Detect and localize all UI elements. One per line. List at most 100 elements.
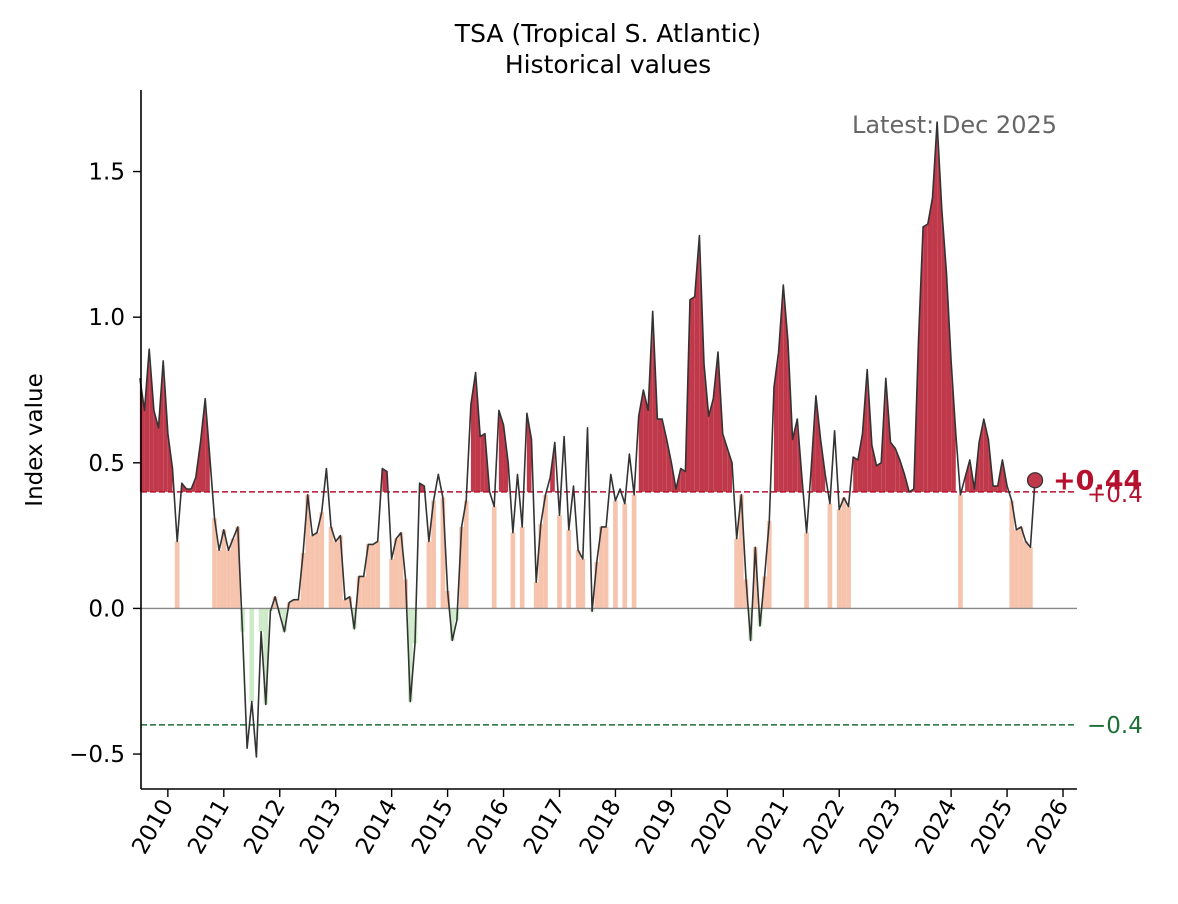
strong-warm-fill	[648, 311, 653, 492]
weak-warm-bar	[827, 503, 833, 609]
x-tick-label: 2026	[1022, 795, 1074, 859]
strong-warm-fill	[918, 226, 924, 492]
weak-warm-bar	[1018, 526, 1024, 609]
weak-warm-bar	[314, 532, 320, 609]
weak-warm-bar	[347, 596, 353, 609]
strong-warm-fill	[815, 395, 821, 492]
x-tick-label: 2023	[855, 795, 907, 859]
strong-warm-fill	[890, 442, 896, 492]
weak-warm-bar	[370, 544, 376, 609]
weak-warm-bar	[743, 579, 749, 609]
strong-warm-fill	[657, 419, 663, 492]
series-line-group	[139, 121, 1036, 758]
chart-subtitle-text: Historical values	[505, 50, 711, 79]
weak-warm-bar	[804, 532, 809, 609]
weak-warm-bar	[958, 494, 963, 609]
weak-cool-bar	[258, 608, 264, 632]
strong-warm-fill	[937, 122, 942, 492]
weak-warm-bar	[221, 529, 227, 609]
weak-warm-bar	[734, 538, 739, 609]
weak-warm-bar	[216, 550, 222, 609]
x-tick-label: 2019	[631, 795, 683, 859]
strong-warm-fill	[708, 398, 714, 492]
weak-warm-bar	[510, 532, 516, 609]
strong-warm-fill	[965, 459, 970, 492]
weak-warm-bar	[356, 576, 362, 609]
strong-warm-fill	[722, 433, 728, 492]
weak-warm-bar	[557, 515, 562, 609]
weak-warm-bar	[212, 518, 217, 609]
weak-cool-bar	[282, 608, 287, 632]
weak-warm-bar	[440, 497, 446, 609]
strong-warm-fill	[946, 273, 952, 492]
weak-warm-bar	[519, 526, 525, 609]
latest-value-label: +0.44	[1053, 465, 1142, 496]
strong-warm-fill	[857, 433, 863, 492]
weak-warm-bar	[389, 558, 394, 609]
weak-warm-bar	[375, 541, 380, 609]
x-tick-label: 2016	[463, 795, 515, 859]
weak-warm-bar	[333, 541, 339, 609]
latest-point-marker	[1026, 472, 1044, 489]
weak-warm-bar	[1009, 500, 1015, 609]
x-tick-label: 2013	[295, 795, 347, 859]
weak-warm-bar	[566, 529, 572, 609]
weak-cool-bar	[249, 608, 255, 702]
x-tick-label: 2017	[519, 795, 571, 859]
strong-warm-fill	[638, 389, 644, 492]
strong-warm-fill	[951, 360, 956, 492]
weak-warm-bar	[398, 532, 404, 609]
weak-warm-bar	[491, 506, 497, 609]
strong-warm-fill	[680, 468, 686, 492]
weak-warm-bar	[631, 494, 637, 609]
strong-warm-fill	[699, 235, 705, 492]
x-tick-label: 2021	[743, 795, 795, 859]
y-tick-label: 1.5	[88, 160, 125, 186]
weak-warm-bar	[361, 576, 367, 609]
strong-warm-fill	[498, 410, 504, 492]
weak-warm-bar	[328, 526, 334, 609]
weak-warm-bar	[766, 521, 772, 609]
strong-warm-fill	[480, 433, 485, 492]
strong-warm-fill	[871, 445, 877, 492]
weak-warm-bar	[762, 576, 767, 609]
x-tick-label: 2022	[799, 795, 851, 859]
weak-warm-bar	[538, 523, 544, 609]
weak-warm-bar	[603, 526, 609, 609]
index-series-line	[139, 121, 1036, 758]
weak-warm-bar	[599, 526, 604, 609]
weak-warm-bar	[575, 550, 581, 609]
strong-warm-fill	[993, 486, 998, 492]
strong-warm-fill	[470, 372, 476, 492]
weak-cool-bar	[407, 608, 413, 702]
weak-warm-bar	[846, 506, 851, 609]
weak-warm-bar	[226, 550, 231, 609]
weak-warm-bar	[174, 541, 180, 609]
x-tick-label: 2025	[966, 795, 1018, 859]
weak-warm-bar	[305, 494, 311, 609]
weak-warm-bar	[841, 497, 847, 609]
lower-threshold-label: −0.4	[1087, 713, 1143, 739]
weak-warm-bar	[594, 561, 600, 609]
chart-title-text: TSA (Tropical S. Atlantic)	[454, 19, 761, 48]
strong-warm-fill	[853, 456, 858, 492]
strong-warm-fill	[200, 398, 206, 492]
x-tick-label: 2010	[127, 795, 179, 859]
x-tick-label: 2011	[183, 795, 235, 859]
y-tick-label: 0.5	[88, 451, 125, 477]
weak-cool-bar	[352, 608, 357, 629]
weak-warm-bar	[431, 500, 436, 609]
anomaly-fills	[139, 122, 1033, 705]
x-tick-label: 2014	[351, 795, 403, 859]
y-tick-label: −0.5	[69, 742, 125, 768]
latest-marker-group: +0.44	[1026, 465, 1142, 496]
y-tick-label: 0.0	[88, 596, 125, 622]
strong-warm-fill	[144, 349, 150, 492]
weak-warm-bar	[752, 547, 758, 609]
weak-warm-bar	[622, 503, 628, 609]
weak-cool-bar	[277, 608, 283, 615]
strong-warm-fill	[941, 209, 947, 492]
weak-warm-bar	[300, 553, 306, 609]
x-tick-label: 2015	[407, 795, 459, 859]
strong-warm-fill	[163, 360, 168, 492]
